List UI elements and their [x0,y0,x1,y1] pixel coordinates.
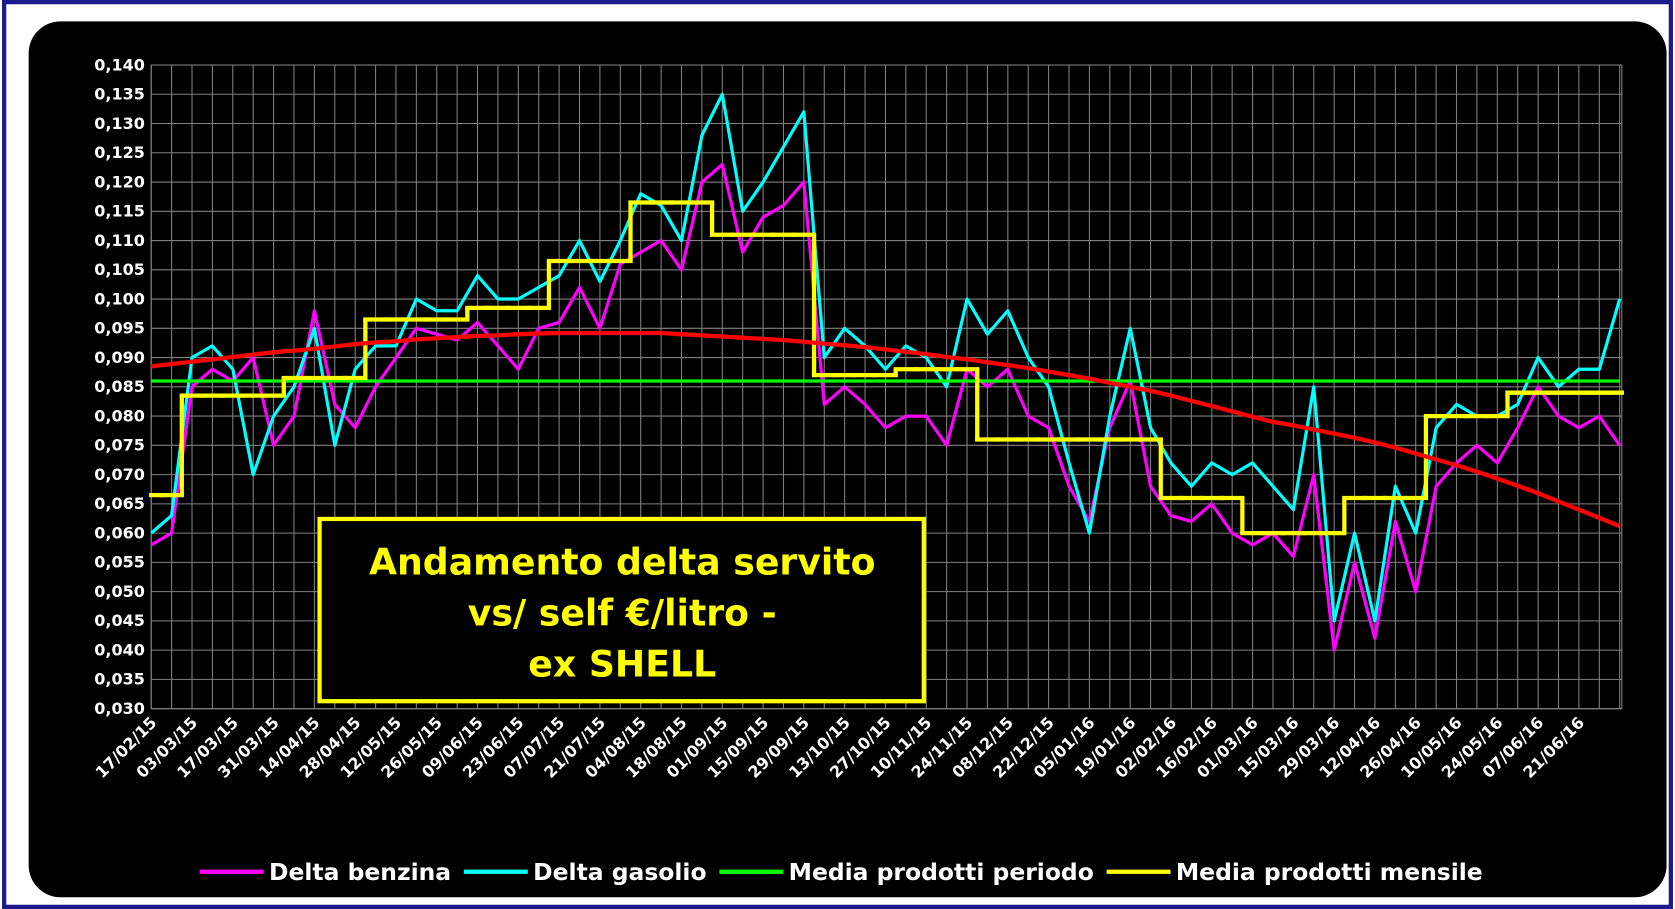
y-tick-label: 0,060 [94,523,145,542]
y-tick-label: 0,120 [94,172,145,191]
y-tick-label: 0,070 [94,465,145,484]
y-tick-label: 0,030 [94,699,145,718]
y-tick-label: 0,115 [94,202,145,221]
y-tick-label: 0,095 [94,319,145,338]
y-tick-label: 0,135 [94,85,145,104]
series-line [150,162,1621,652]
annotation-box [317,516,926,704]
legend-label: Media prodotti periodo [789,858,1094,886]
legend-label: Delta benzina [269,858,451,886]
annotation-text: ex SHELL [528,643,716,686]
y-tick-label: 0,105 [94,260,145,279]
y-tick-label: 0,130 [94,114,145,133]
legend-label: Delta gasolio [533,858,706,886]
series-line [150,92,1622,623]
y-tick-label: 0,100 [94,289,145,308]
legend-item: Media prodotti mensile [1106,858,1483,886]
series-line [150,330,1621,529]
y-tick-label: 0,045 [94,611,145,630]
y-tick-label: 0,080 [94,406,145,425]
annotation-text: vs/ self €/litro - [468,592,777,635]
legend-item: Delta gasolio [463,858,707,886]
y-tick-label: 0,050 [94,582,145,601]
legend-item: Media prodotti periodo [719,858,1094,886]
y-tick-label: 0,040 [94,640,145,659]
legend-label: Media prodotti mensile [1176,858,1483,886]
y-tick-label: 0,140 [94,55,145,74]
y-tick-label: 0,090 [94,348,145,367]
y-tick-label: 0,075 [94,436,145,455]
legend-item: Delta benzina [199,858,451,886]
y-tick-label: 0,055 [94,553,145,572]
y-tick-label: 0,035 [94,670,145,689]
legend: Delta benzina Delta gasolio Media prodotti… [199,858,1483,886]
annotation-text: Andamento delta servito [369,540,876,583]
y-tick-label: 0,125 [94,143,145,162]
y-tick-label: 0,110 [94,231,145,250]
y-tick-label: 0,085 [94,377,145,396]
annotation: Andamento delta servito vs/ self €/litro … [317,516,926,704]
marks [149,92,1624,652]
y-tick-label: 0,065 [94,494,145,513]
